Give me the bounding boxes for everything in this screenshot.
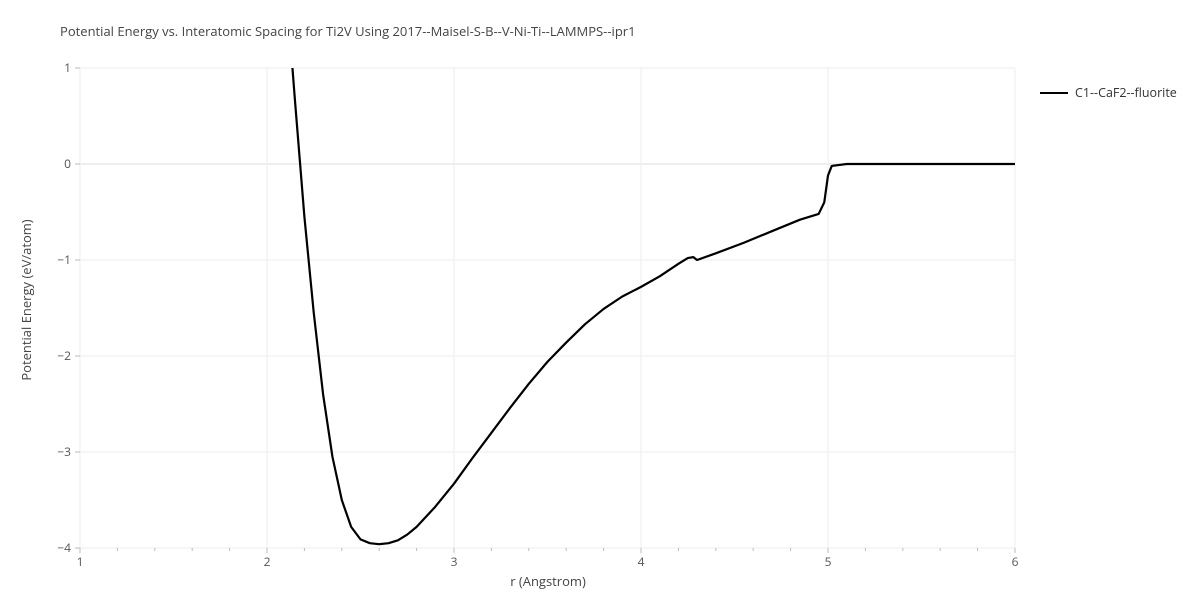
axes	[75, 68, 1015, 553]
svg-text:0: 0	[64, 155, 71, 172]
svg-text:−2: −2	[57, 347, 71, 364]
chart-svg: −4 −3 −2 −1 0 1 1 2 3 4 5 6	[0, 0, 1200, 600]
svg-text:1: 1	[64, 59, 71, 76]
svg-text:2: 2	[264, 553, 271, 570]
svg-text:−4: −4	[57, 539, 71, 556]
svg-text:−1: −1	[57, 251, 71, 268]
gridlines	[80, 68, 1015, 548]
svg-text:3: 3	[451, 553, 458, 570]
svg-text:5: 5	[825, 553, 832, 570]
svg-text:1: 1	[77, 553, 84, 570]
svg-text:4: 4	[638, 553, 645, 570]
svg-text:−3: −3	[57, 443, 71, 460]
tick-labels: −4 −3 −2 −1 0 1 1 2 3 4 5 6	[57, 59, 1018, 570]
svg-text:6: 6	[1012, 553, 1019, 570]
data-series	[286, 0, 1015, 544]
